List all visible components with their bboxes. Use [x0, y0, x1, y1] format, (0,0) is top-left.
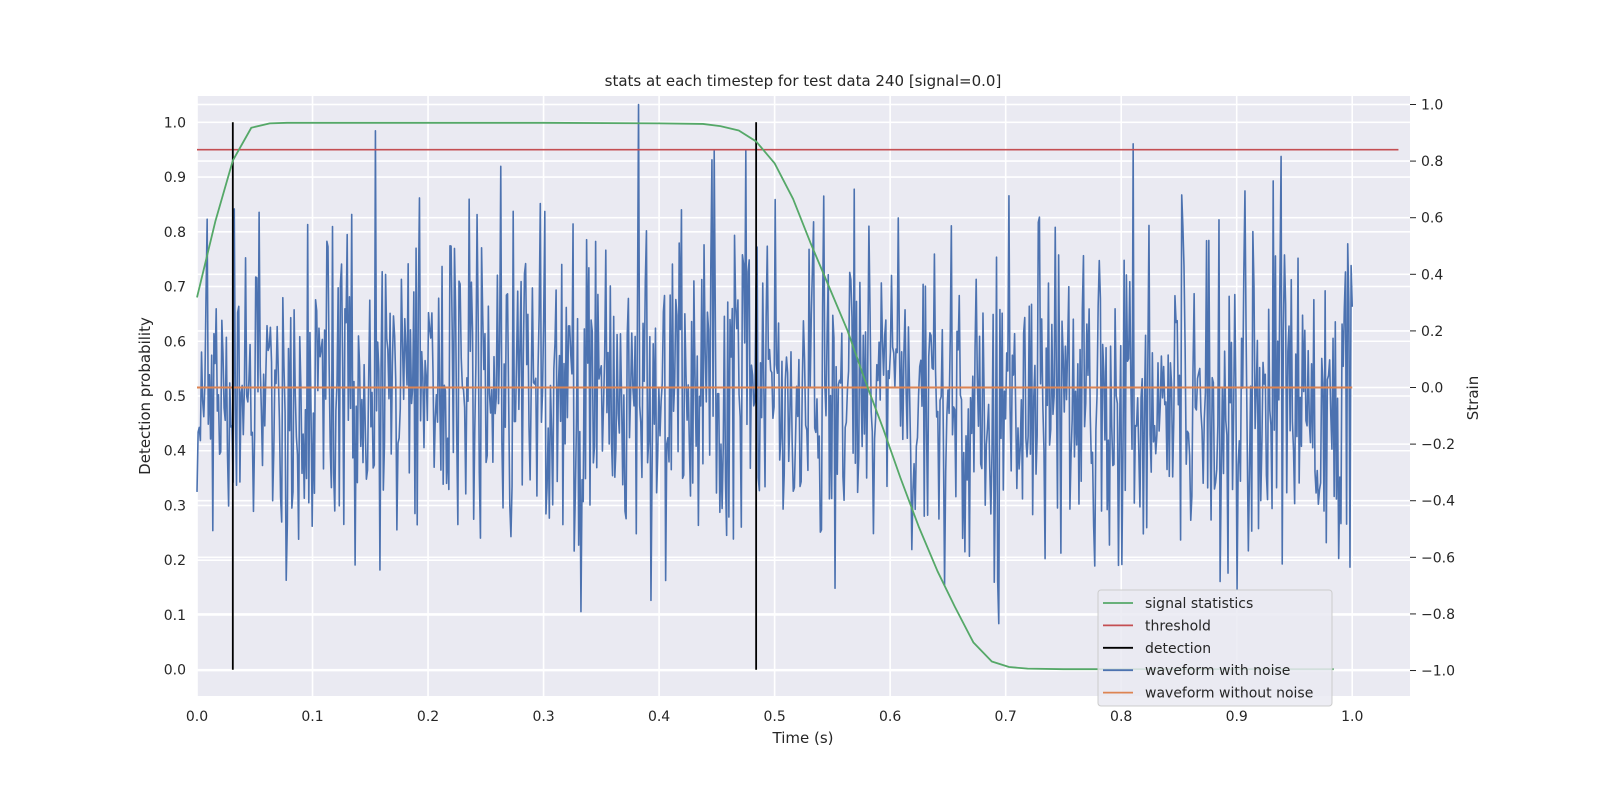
- y2-tick-label: −0.8: [1421, 607, 1455, 623]
- y2-tick-label: 0.6: [1421, 211, 1443, 227]
- x-tick-label: 0.9: [1226, 709, 1248, 725]
- x-tick-label: 0.8: [1110, 709, 1132, 725]
- legend-entry-label: waveform without noise: [1145, 686, 1313, 702]
- y2-tick-label: −0.4: [1421, 494, 1455, 510]
- tick-labels: 0.0 0.1 0.2 0.3 0.4 0.5 0.6 0.7 0.8 0.9 1.0 0.0 0.1 0…: [164, 97, 1455, 725]
- y-tick-label: 0.4: [164, 444, 186, 460]
- x-tick-label: 0.5: [763, 709, 785, 725]
- series-signal-statistics: [196, 121, 1334, 671]
- y2-tick-label: 0.0: [1421, 381, 1443, 397]
- chart-title: stats at each timestep for test data 240…: [605, 72, 1002, 90]
- y-tick-label: 0.3: [164, 498, 186, 514]
- y-axis-label: Detection probability: [136, 317, 154, 475]
- legend-entry-label: detection: [1145, 641, 1211, 657]
- y2-tick-label: −1.0: [1421, 664, 1455, 680]
- x-axis-label: Time (s): [772, 729, 834, 747]
- y-tick-label: 0.7: [164, 280, 186, 296]
- legend-box: [1097, 589, 1333, 707]
- y-tick-label: 1.0: [164, 115, 186, 131]
- y2-tick-label: 0.8: [1421, 154, 1443, 170]
- legend-entry-label: signal statistics: [1145, 596, 1253, 612]
- y-tick-label: 0.1: [164, 608, 186, 624]
- legend-entry-label: waveform with noise: [1145, 663, 1290, 679]
- x-tick-label: 0.4: [648, 709, 670, 725]
- y-tick-label: 0.8: [164, 225, 186, 241]
- x-tick-label: 0.2: [417, 709, 439, 725]
- x-tick-label: 0.1: [301, 709, 323, 725]
- y-tick-label: 0.0: [164, 663, 186, 679]
- y-tick-label: 0.9: [164, 170, 186, 186]
- x-tick-label: 0.6: [879, 709, 901, 725]
- x-tick-label: 0.0: [186, 709, 208, 725]
- y2-tick-label: −0.6: [1421, 550, 1455, 566]
- y-tick-label: 0.6: [164, 334, 186, 350]
- legend-entry-label: threshold: [1145, 618, 1211, 634]
- x-tick-label: 0.3: [532, 709, 554, 725]
- y-tick-label: 0.2: [164, 553, 186, 569]
- series-waveform-with-noise: [196, 103, 1354, 625]
- y2-axis-label: Strain: [1464, 376, 1482, 420]
- y2-tick-label: −0.2: [1421, 437, 1455, 453]
- y2-tick-label: 0.2: [1421, 324, 1443, 340]
- legend: signal statistics threshold detection wavef…: [1097, 589, 1333, 707]
- series-layer: [196, 103, 1399, 671]
- x-tick-label: 1.0: [1341, 709, 1363, 725]
- y2-tick-label: 1.0: [1421, 97, 1443, 113]
- y2-tick-label: 0.4: [1421, 267, 1443, 283]
- x-tick-label: 0.7: [995, 709, 1017, 725]
- y-tick-label: 0.5: [164, 389, 186, 405]
